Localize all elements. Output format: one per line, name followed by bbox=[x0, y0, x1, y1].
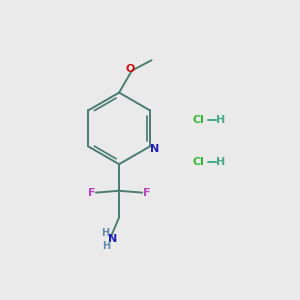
Text: F: F bbox=[88, 188, 96, 198]
Text: O: O bbox=[126, 64, 135, 74]
Text: F: F bbox=[142, 188, 150, 198]
Text: H: H bbox=[216, 157, 225, 167]
Text: H: H bbox=[101, 228, 109, 238]
Text: N: N bbox=[150, 144, 159, 154]
Text: H: H bbox=[102, 241, 110, 251]
Text: H: H bbox=[216, 115, 225, 125]
Text: Cl: Cl bbox=[193, 157, 205, 167]
Text: N: N bbox=[107, 234, 117, 244]
Text: Cl: Cl bbox=[193, 115, 205, 125]
